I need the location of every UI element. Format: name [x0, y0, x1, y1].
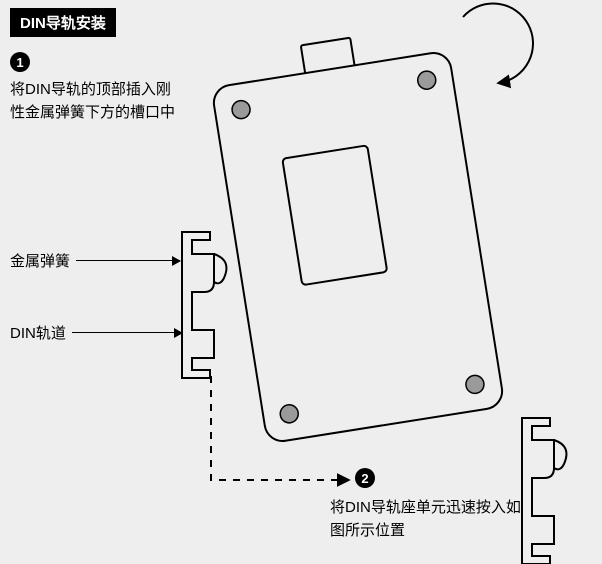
label-rail-line — [72, 332, 182, 334]
step1-bullet: 1 — [10, 52, 30, 72]
step2-text: 将DIN导轨座单元迅速按入如图所示位置 — [330, 496, 530, 543]
label-spring: 金属弹簧 — [10, 250, 180, 271]
rotate-arrow-icon — [463, 3, 533, 83]
arrowhead-icon — [174, 328, 183, 338]
title-text: DIN导轨安装 — [20, 15, 106, 32]
step1: 1 将DIN导轨的顶部插入刚性金属弹簧下方的槽口中 — [10, 78, 175, 125]
title-badge: DIN导轨安装 — [10, 8, 116, 37]
step2-bullet: 2 — [355, 468, 375, 488]
din-clip-left — [182, 232, 226, 378]
label-spring-text: 金属弹簧 — [10, 250, 70, 271]
label-rail: DIN轨道 — [10, 322, 182, 343]
step1-text: 将DIN导轨的顶部插入刚性金属弹簧下方的槽口中 — [10, 78, 175, 125]
label-rail-text: DIN轨道 — [10, 322, 66, 343]
step2: 2 将DIN导轨座单元迅速按入如图所示位置 — [330, 472, 530, 543]
motion-path — [211, 376, 348, 480]
arrowhead-icon — [172, 256, 181, 266]
device-outline — [207, 23, 505, 444]
label-spring-line — [76, 260, 180, 262]
